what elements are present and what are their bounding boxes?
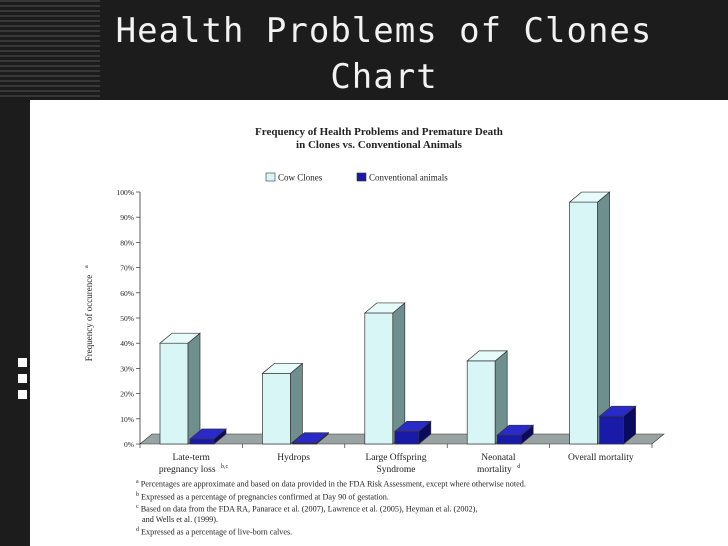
y-tick-label: 70%	[120, 264, 134, 273]
bar-cow-clones-top	[466, 350, 509, 362]
bar-cow-clones-side	[187, 332, 201, 445]
chart-panel: Frequency of Health Problems and Prematu…	[30, 100, 728, 546]
x-category-label-line1: Overall mortality	[568, 453, 634, 463]
bar-cow-clones-top	[568, 191, 611, 203]
x-category-label-line1: Hydrops	[277, 453, 310, 463]
bar-conventional-top	[496, 424, 535, 436]
footnote: b Expressed as a percentage of pregnanci…	[136, 490, 716, 503]
accent-square	[18, 390, 27, 399]
bar-cow-clones-side	[290, 362, 303, 445]
bar-cow-clones-top	[159, 332, 201, 344]
footnote-text: and Wells et al. (1999).	[142, 515, 219, 525]
y-tick-label: 100%	[117, 188, 135, 197]
y-tick-label: 60%	[120, 289, 134, 298]
bar-cow-clones	[466, 360, 496, 445]
accent-square	[18, 358, 27, 367]
footnote-marker: a	[136, 479, 139, 485]
bar-conventional	[496, 434, 522, 445]
chart-title-line1: Frequency of Health Problems and Prematu…	[255, 126, 503, 138]
y-tick-label: 10%	[120, 415, 134, 424]
bar-conventional	[189, 438, 215, 445]
bar-cow-clones	[262, 373, 291, 445]
legend-swatch-cow-clones	[265, 172, 276, 182]
footnote: d Expressed as a percentage of live-born…	[136, 525, 716, 538]
footnote: a Percentages are approximate and based …	[136, 477, 716, 490]
legend-label-conventional: Conventional animals	[369, 173, 448, 183]
y-tick-label: 80%	[120, 238, 134, 247]
footnote-marker: b	[136, 491, 139, 498]
bar-conventional-top	[189, 428, 227, 440]
footnote: and Wells et al. (1999).	[136, 515, 716, 525]
footnote-text: Expressed as a percentage of live-born c…	[141, 527, 293, 537]
left-accent-bar	[0, 100, 30, 546]
x-category-label-line2: mortality	[477, 465, 512, 475]
bar-cow-clones	[159, 342, 189, 445]
footnote: c Based on data from the FDA RA, Panarac…	[136, 502, 716, 515]
x-category-label-line1: Late-term	[172, 453, 210, 463]
y-tick-label: 40%	[120, 339, 134, 348]
x-category-label-line2: pregnancy loss	[159, 465, 216, 475]
x-category-label-superscript: d	[517, 464, 520, 470]
bar-conventional-top	[598, 405, 637, 417]
bar-cow-clones	[569, 201, 598, 445]
bar-cow-clones-top	[261, 363, 304, 374]
legend-label-cow-clones: Cow Clones	[278, 173, 323, 183]
bar-conventional-top	[291, 432, 330, 444]
y-tick-label: 50%	[120, 314, 134, 323]
bar-conventional-top	[393, 421, 432, 432]
chart-title-line2: in Clones vs. Conventional Animals	[296, 139, 463, 151]
bar-cow-clones-top	[363, 302, 406, 314]
slide-title-line1: Health Problems of Clones	[115, 11, 653, 51]
y-tick-label: 20%	[120, 390, 134, 399]
x-category-label-line1: Neonatal	[481, 453, 516, 463]
accent-square	[18, 374, 27, 383]
bar-conventional	[599, 415, 624, 445]
y-axis-label-superscript: a	[84, 265, 90, 268]
y-tick-label: 90%	[120, 213, 134, 222]
footnotes: a Percentages are approximate and based …	[136, 477, 716, 538]
title-stripes-decoration	[0, 0, 100, 100]
bar-chart: Frequency of Health Problems and Prematu…	[84, 126, 665, 475]
footnote-text: Percentages are approximate and based on…	[140, 479, 526, 489]
footnote-marker: c	[136, 504, 139, 511]
x-category-label-line1: Large Offspring	[365, 452, 426, 463]
footnote-text: Expressed as a percentage of pregnancies…	[141, 492, 389, 502]
legend-swatch-conventional	[356, 172, 367, 182]
x-category-label-line2: Syndrome	[376, 465, 415, 475]
bar-cow-clones-side	[392, 302, 406, 445]
footnote-text: Based on data from the FDA RA, Panarace …	[140, 505, 478, 515]
y-axis-label: Frequency of occurence	[84, 275, 94, 361]
y-tick-label: 0%	[124, 440, 134, 449]
slide-title: Health Problems of Clones Chart	[84, 8, 684, 100]
slide-title-line2: Chart	[330, 57, 438, 97]
bar-cow-clones	[364, 312, 394, 445]
x-category-label-superscript: b,c	[221, 464, 229, 470]
bar-conventional	[394, 431, 420, 445]
footnote-marker: d	[136, 527, 139, 534]
y-tick-label: 30%	[120, 364, 134, 373]
bar-cow-clones-side	[597, 191, 610, 445]
